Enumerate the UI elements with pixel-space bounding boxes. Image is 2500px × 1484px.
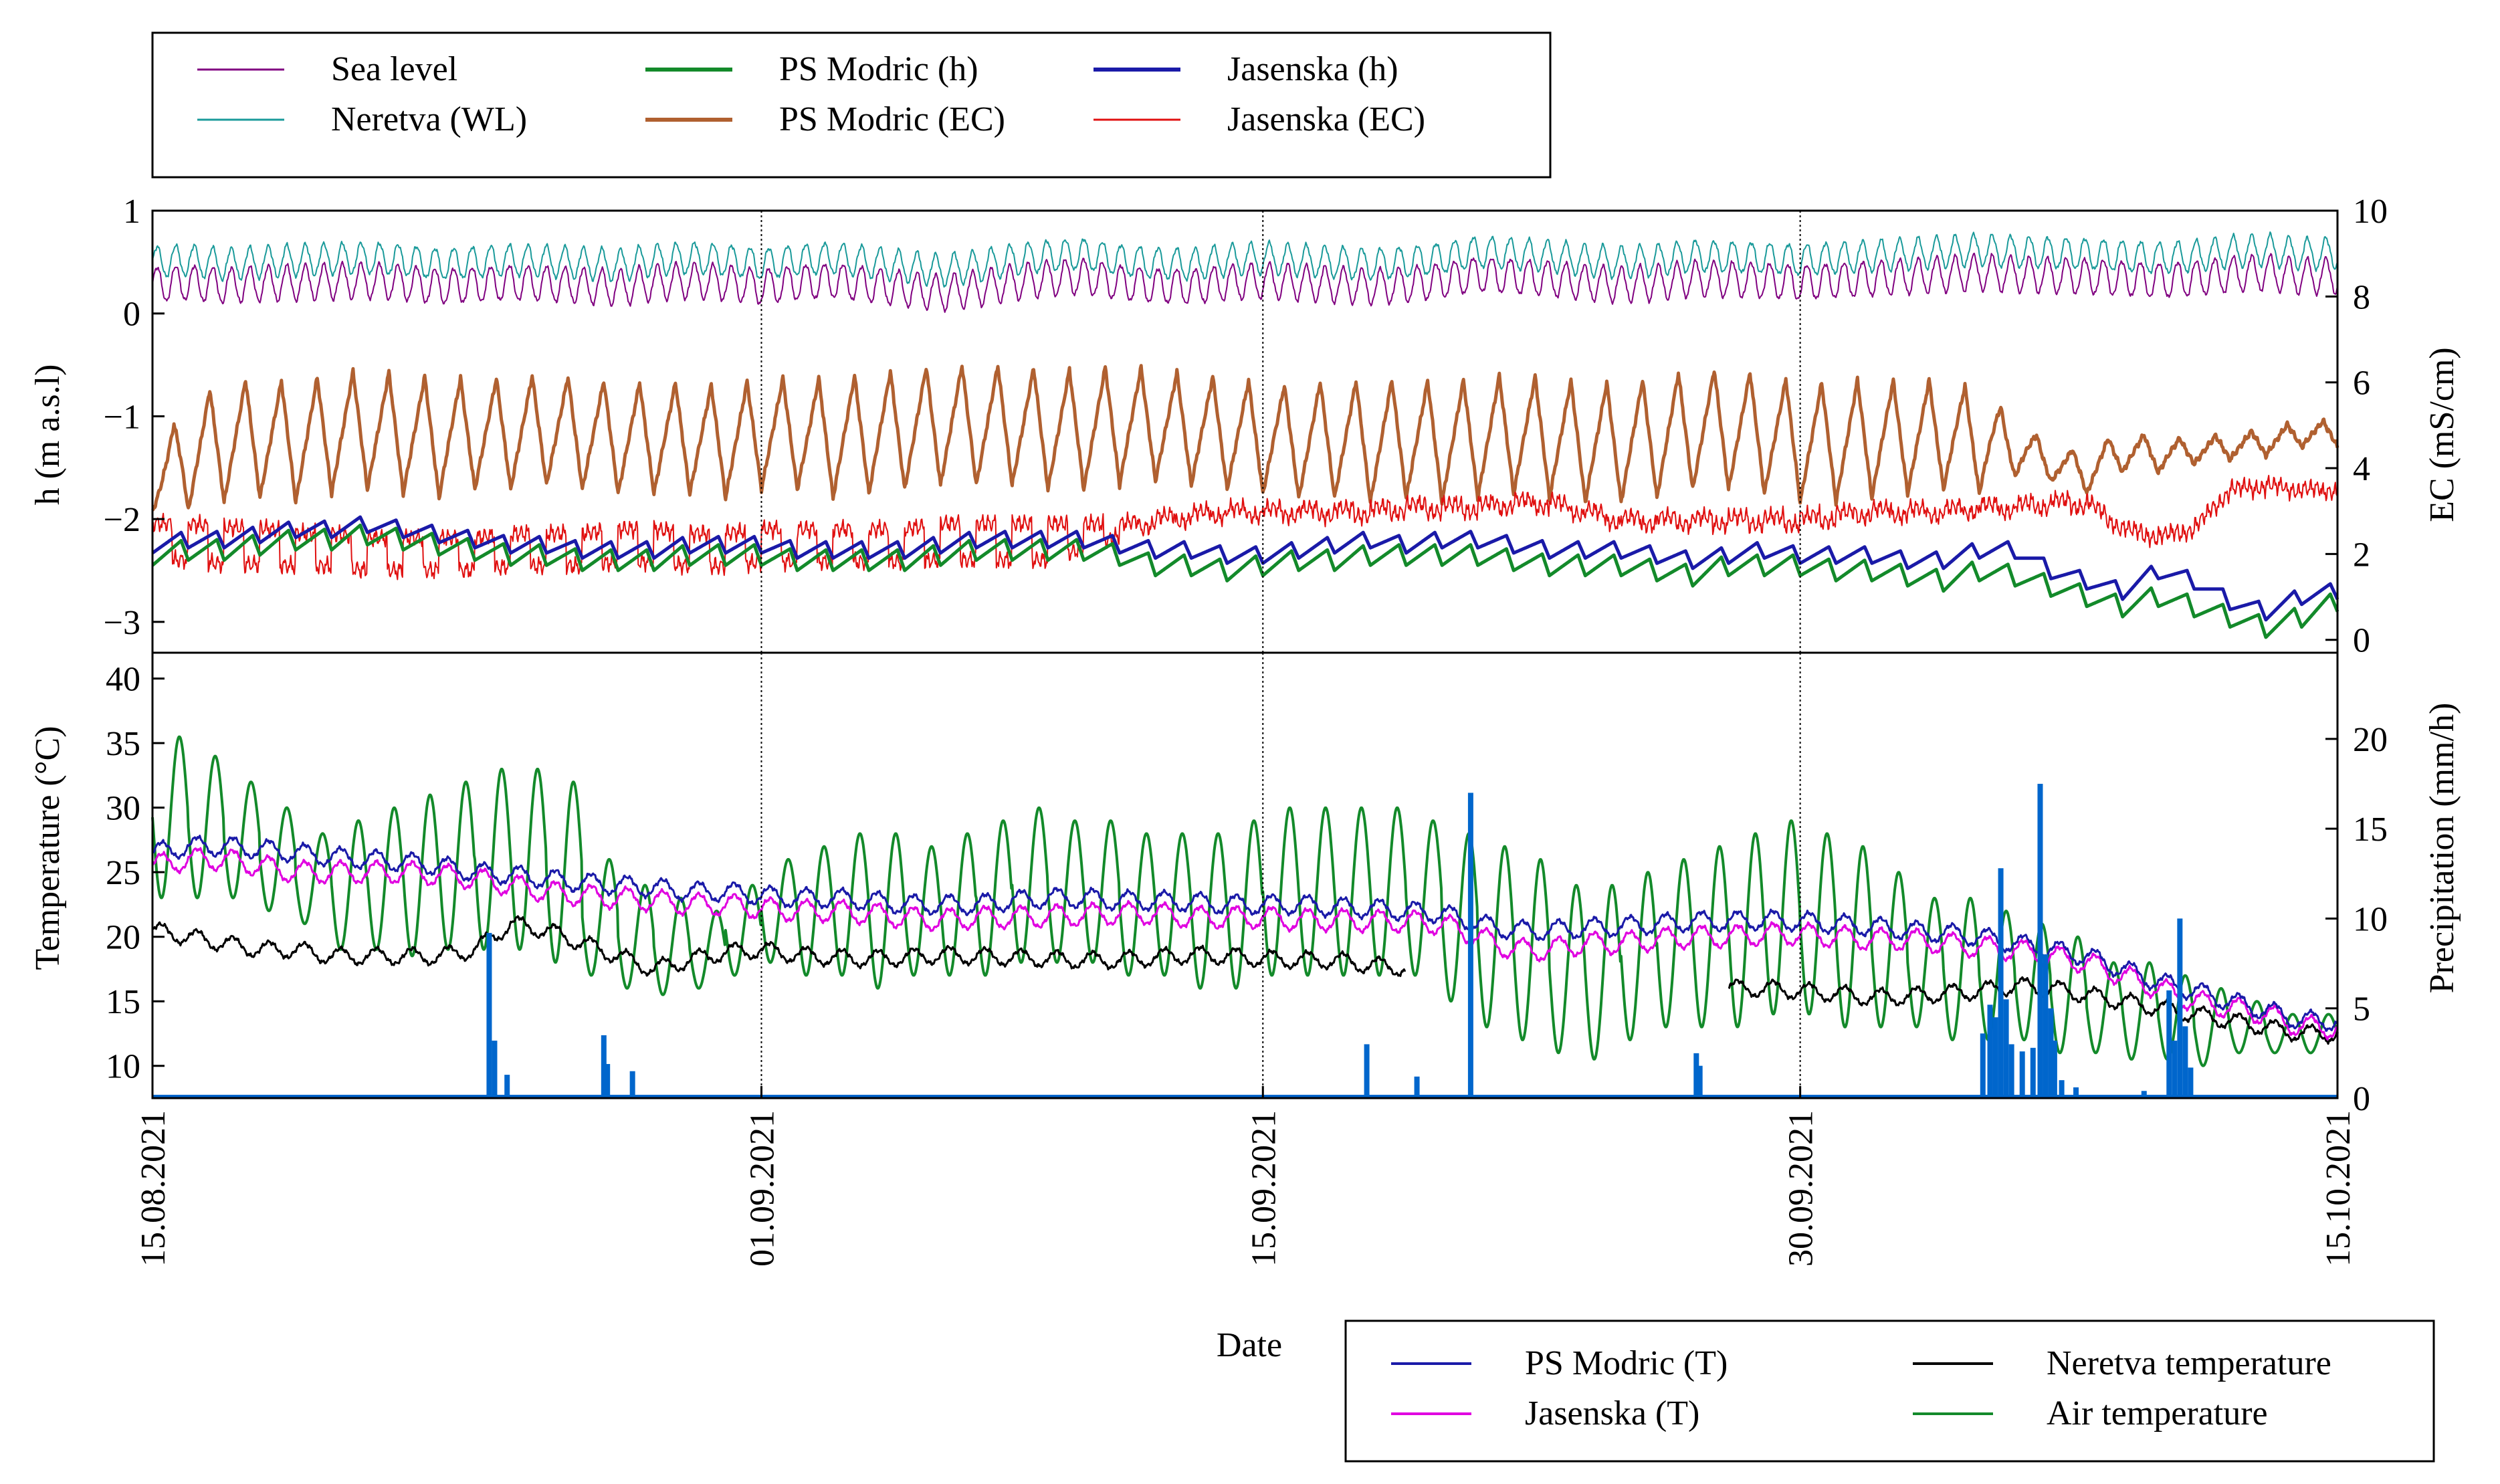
series-neretva-wl <box>152 231 2338 288</box>
bottom-legend-box <box>1344 1319 2435 1463</box>
precipitation-bar <box>1980 1033 1986 1098</box>
series-sea-level <box>152 252 2338 313</box>
x-tick-label: 15.09.2021 <box>1245 1110 1283 1267</box>
precipitation-bar <box>2037 784 2043 1098</box>
top-left-axis-label: h (m a.s.l) <box>29 364 67 506</box>
precipitation-bar <box>1364 1044 1370 1098</box>
precipitation-bar <box>2073 1087 2079 1098</box>
precipitation-bar <box>2059 1080 2065 1098</box>
bottom-left-tick-label: 25 <box>106 854 140 892</box>
precipitation-bar <box>1697 1065 1703 1098</box>
bottom-left-tick-label: 15 <box>106 983 140 1021</box>
precipitation-bar <box>629 1071 635 1098</box>
bottom-panel-frame <box>151 651 2339 1099</box>
series-ps-modric-t <box>151 835 2339 1032</box>
bottom-left-tick-label: 10 <box>106 1048 140 1086</box>
precipitation-bar <box>605 1063 611 1098</box>
precipitation-bar <box>492 1041 498 1098</box>
precipitation-bar <box>2051 1041 2057 1098</box>
top-panel-frame <box>151 209 2339 654</box>
top-right-tick-label: 6 <box>2353 364 2370 403</box>
top-left-tick-label: −1 <box>104 398 140 436</box>
top-right-tick-label: 0 <box>2353 622 2370 660</box>
precipitation-bar <box>2188 1067 2194 1098</box>
bottom-panel-series <box>151 735 2339 1098</box>
top-right-tick-label: 10 <box>2353 193 2388 231</box>
precipitation-bar <box>2043 954 2049 1098</box>
x-tick-label: 15.10.2021 <box>2319 1110 2358 1267</box>
precipitation-bar <box>601 1035 607 1098</box>
bottom-left-tick-label: 40 <box>106 661 140 699</box>
precipitation-bar <box>504 1075 510 1098</box>
bottom-legend-label-ps-modric-t: PS Modric (T) <box>1525 1344 1728 1382</box>
top-left-tick-label: −3 <box>104 604 140 642</box>
top-legend-label-jasenska-h: Jasenska (h) <box>1227 50 1398 88</box>
precipitation-bar <box>1414 1076 1420 1098</box>
top-left-tick-label: −2 <box>104 501 140 539</box>
series-ps-modric-h <box>151 523 2339 639</box>
top-legend-label-sea-level: Sea level <box>331 50 457 88</box>
x-tick-label: 30.09.2021 <box>1782 1110 1820 1267</box>
precipitation-bar <box>1467 792 1473 1098</box>
top-legend-label-neretva-wl: Neretva (WL) <box>331 100 527 138</box>
precipitation-bar <box>2030 1047 2036 1098</box>
top-legend-label-ps-modric-h: PS Modric (h) <box>779 50 978 88</box>
x-tick-label: 15.08.2021 <box>134 1110 173 1267</box>
series-jasenska-ec <box>152 475 2338 580</box>
x-tick-label: 01.09.2021 <box>743 1110 781 1267</box>
series-jasenska-h <box>151 515 2339 622</box>
bottom-legend-label-air-temperature: Air temperature <box>2047 1394 2268 1433</box>
top-legend-box <box>151 31 1552 179</box>
series-jasenska-t <box>151 847 2338 1041</box>
top-panel-series <box>151 231 2339 639</box>
top-legend-label-jasenska-ec: Jasenska (EC) <box>1227 100 1425 138</box>
precipitation-bar <box>2019 1051 2025 1098</box>
precipitation-bar <box>2048 1008 2054 1098</box>
bottom-left-tick-label: 35 <box>106 725 140 763</box>
precipitation-bar <box>486 932 492 1098</box>
bottom-right-tick-label: 20 <box>2353 721 2388 759</box>
precipitation-bar <box>2141 1091 2147 1098</box>
series-neretva-temperature <box>152 915 2338 1045</box>
precipitation-bar <box>1998 868 2004 1098</box>
series-air-temperature <box>151 735 2339 1067</box>
top-legend-label-ps-modric-ec: PS Modric (EC) <box>779 100 1005 138</box>
precipitation-bar <box>2008 1044 2014 1098</box>
bottom-right-tick-label: 5 <box>2353 990 2370 1029</box>
bottom-legend: PS Modric (T) Neretva temperature Jasenska… <box>1344 1319 2435 1463</box>
top-right-axis-label: EC (mS/cm) <box>2423 347 2461 522</box>
precipitation-bar <box>2166 990 2172 1098</box>
series-ps-modric-ec <box>151 364 2339 512</box>
bottom-left-tick-label: 20 <box>106 919 140 957</box>
precipitation-bar <box>2177 918 2183 1098</box>
bottom-right-tick-label: 15 <box>2353 811 2388 849</box>
precipitation-bar <box>2172 1041 2178 1098</box>
top-left-tick-label: 0 <box>123 296 140 334</box>
precipitation-bar <box>1693 1053 1699 1098</box>
precipitation-bar <box>2182 1026 2188 1098</box>
precipitation-bar <box>2003 999 2009 1098</box>
precipitation-bar <box>1987 1004 1993 1098</box>
bottom-legend-label-neretva-temperature: Neretva temperature <box>2047 1344 2331 1382</box>
top-right-tick-label: 2 <box>2353 536 2370 574</box>
top-left-tick-label: 1 <box>123 193 140 231</box>
bottom-right-tick-label: 0 <box>2353 1080 2370 1118</box>
bottom-left-axis-label: Temperature (°C) <box>29 726 67 970</box>
top-legend: Sea level PS Modric (h) Jasenska (h) Neretv… <box>151 31 1552 179</box>
precipitation-bar <box>1992 1017 1998 1098</box>
top-right-tick-label: 4 <box>2353 450 2370 488</box>
x-axis-label: Date <box>1217 1326 1282 1364</box>
top-right-tick-label: 8 <box>2353 278 2370 316</box>
bottom-right-tick-label: 10 <box>2353 900 2388 938</box>
bottom-left-tick-label: 30 <box>106 790 140 828</box>
bottom-right-axis-label: Precipitation (mm/h) <box>2423 703 2461 994</box>
bottom-legend-label-jasenska-t: Jasenska (T) <box>1525 1394 1699 1433</box>
